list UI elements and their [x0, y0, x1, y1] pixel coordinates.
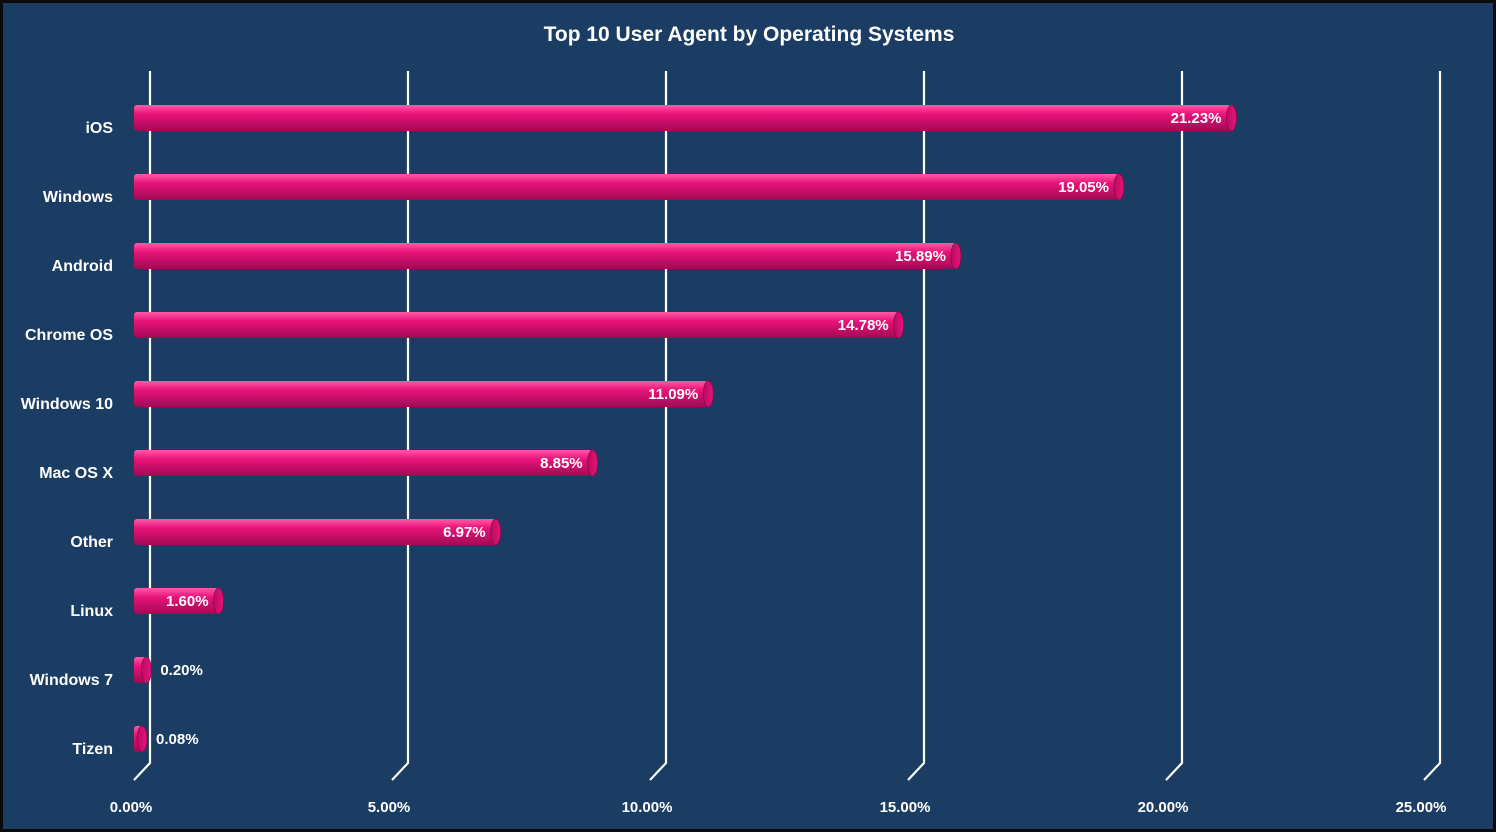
bar-end-cap	[140, 656, 152, 684]
bar-end-cap	[1113, 173, 1125, 201]
data-label: 19.05%	[1058, 179, 1109, 196]
bar-end-cap	[950, 242, 962, 270]
gridline-0	[133, 71, 152, 781]
gridlines	[133, 71, 1442, 781]
data-label: 6.97%	[443, 524, 486, 541]
bar-end-cap	[893, 311, 905, 339]
x-axis-tick-labels: 0.00% 5.00% 10.00% 15.00% 20.00% 25.00%	[110, 799, 1447, 816]
bar	[134, 312, 899, 338]
category-label: Tizen	[72, 741, 113, 758]
category-label: Linux	[70, 603, 113, 620]
data-label: 11.09%	[648, 386, 698, 403]
category-labels: iOS Windows Android Chrome OS Windows 10 Mac …	[21, 120, 114, 758]
bar-end-cap	[490, 518, 502, 546]
gridline-2	[649, 71, 668, 781]
bar-chart: Top 10 User Agent by Operating Systems i…	[21, 23, 1447, 816]
bar-end-cap	[587, 449, 599, 477]
data-labels: 21.23% 19.05% 15.89% 14.78% 11.09% 8.85% 6.97%…	[156, 110, 1221, 748]
data-label: 0.20%	[160, 662, 203, 679]
data-label: 8.85%	[540, 455, 583, 472]
category-label: Android	[52, 258, 113, 275]
data-label: 14.78%	[838, 317, 889, 334]
bars	[134, 104, 1237, 753]
bar	[134, 174, 1119, 200]
gridline-1	[391, 71, 410, 781]
data-label: 1.60%	[166, 593, 209, 610]
x-tick-label: 25.00%	[1396, 799, 1447, 816]
bar	[134, 381, 709, 407]
category-label: iOS	[85, 120, 113, 137]
bar-end-cap	[702, 380, 714, 408]
bar	[134, 243, 956, 269]
chart-title: Top 10 User Agent by Operating Systems	[544, 23, 955, 46]
x-tick-label: 10.00%	[622, 799, 673, 816]
x-tick-label: 5.00%	[368, 799, 411, 816]
x-tick-label: 15.00%	[880, 799, 931, 816]
gridline-5	[1423, 71, 1442, 781]
x-tick-label: 20.00%	[1138, 799, 1189, 816]
category-label: Windows 7	[30, 672, 114, 689]
category-label: Windows 10	[21, 396, 113, 413]
bar-end-cap	[213, 587, 224, 615]
category-label: Chrome OS	[25, 327, 113, 344]
category-label: Other	[70, 534, 113, 551]
data-label: 15.89%	[895, 248, 946, 265]
data-label: 0.08%	[156, 731, 199, 748]
x-tick-label: 0.00%	[110, 799, 153, 816]
data-label: 21.23%	[1171, 110, 1222, 127]
bar	[134, 588, 219, 614]
gridline-4	[1165, 71, 1184, 781]
bar-end-cap	[136, 725, 148, 753]
bar	[134, 450, 593, 476]
bar-end-cap	[1226, 104, 1237, 132]
bar	[134, 105, 1232, 131]
bar	[134, 519, 496, 545]
category-label: Windows	[43, 189, 113, 206]
gridline-3	[907, 71, 926, 781]
category-label: Mac OS X	[39, 465, 113, 482]
